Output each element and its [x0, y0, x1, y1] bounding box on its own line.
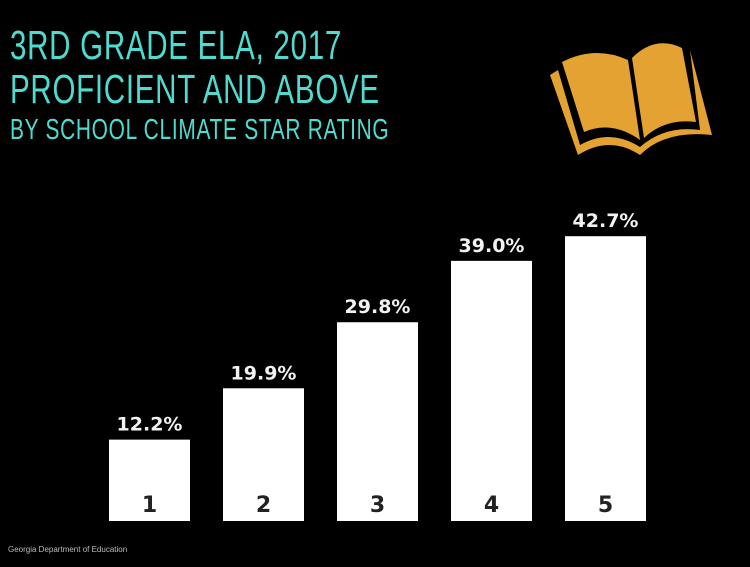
- data-label: 12.2%: [117, 414, 183, 436]
- bar-2: [223, 388, 304, 521]
- bar-3: [337, 322, 418, 521]
- source-note: Georgia Department of Education: [8, 545, 128, 554]
- bar-5: [565, 236, 646, 522]
- chart-title-line2: PROFICIENT AND ABOVE: [10, 66, 380, 112]
- open-book-icon: [550, 43, 712, 155]
- category-label: 3: [370, 493, 385, 518]
- category-label: 5: [598, 493, 613, 518]
- data-label: 29.8%: [345, 296, 411, 318]
- category-label: 2: [256, 493, 271, 518]
- bar-4: [451, 260, 532, 521]
- chart-subtitle: BY SCHOOL CLIMATE STAR RATING: [10, 114, 390, 146]
- chart-title: 3RD GRADE ELA, 2017: [10, 22, 342, 68]
- data-label: 19.9%: [231, 362, 297, 384]
- bar-1: [109, 439, 190, 521]
- data-label: 39.0%: [459, 235, 525, 257]
- data-label: 42.7%: [573, 210, 639, 232]
- category-label: 1: [142, 493, 157, 518]
- category-label: 4: [484, 493, 499, 518]
